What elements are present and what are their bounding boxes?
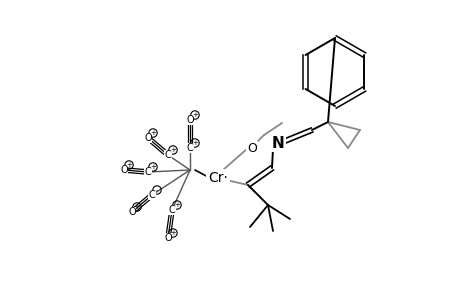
Text: O: O <box>186 115 193 125</box>
Text: +: + <box>134 204 140 210</box>
Text: C: C <box>168 205 175 215</box>
Text: O: O <box>120 165 128 175</box>
Text: +: + <box>126 162 132 168</box>
Text: +: + <box>150 130 156 136</box>
Text: +: + <box>150 164 156 170</box>
Text: C: C <box>144 167 151 177</box>
Text: +: + <box>170 147 175 153</box>
Text: +: + <box>192 112 197 118</box>
Text: O: O <box>128 207 135 217</box>
Text: N: N <box>271 136 284 151</box>
Text: C: C <box>148 190 155 200</box>
Text: +: + <box>174 202 179 208</box>
Text: +: + <box>170 230 175 236</box>
Text: C: C <box>164 150 171 160</box>
Text: O: O <box>164 233 172 243</box>
Text: -: - <box>156 187 158 193</box>
Text: C: C <box>186 143 193 153</box>
Text: O: O <box>144 133 151 143</box>
Text: +: + <box>192 140 197 146</box>
Text: O: O <box>246 142 257 154</box>
Text: Cr·: Cr· <box>207 171 228 185</box>
